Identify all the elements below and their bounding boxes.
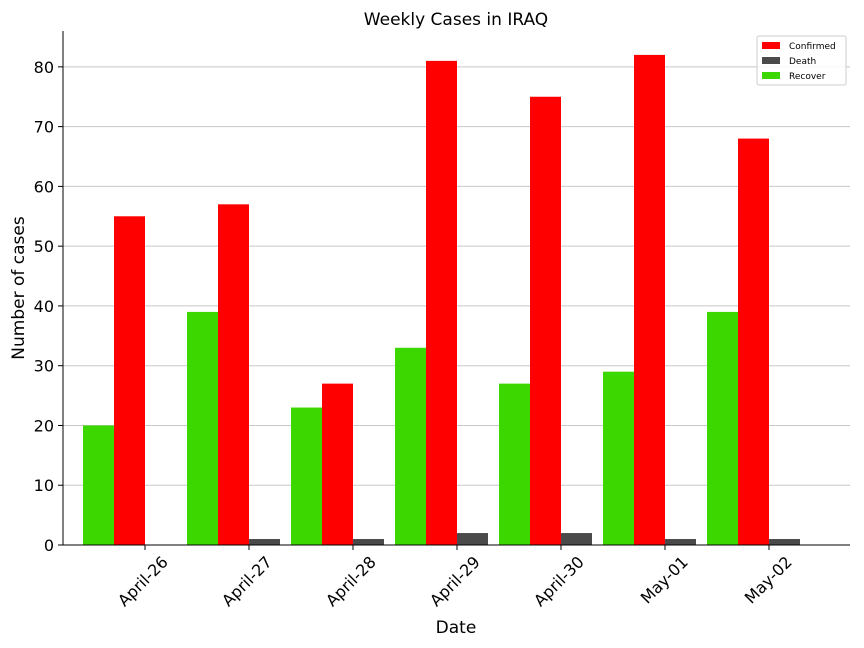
x-axis-title: Date (436, 618, 477, 638)
y-tick-label: 40 (34, 297, 54, 316)
y-tick-label: 60 (34, 177, 54, 196)
legend: Confirmed Death Recover (756, 35, 847, 86)
bar-death-may-02 (769, 539, 800, 545)
y-tick-label: 30 (34, 357, 54, 376)
legend-label-recover: Recover (789, 72, 826, 82)
x-tick-label: April-30 (530, 552, 588, 610)
legend-swatch-recover (762, 72, 780, 79)
x-tick-label: April-27 (218, 552, 276, 610)
bar-confirmed-may-02 (738, 138, 769, 545)
x-tick-label: April-28 (322, 552, 380, 610)
bar-confirmed-april-29 (426, 60, 457, 545)
bar-confirmed-april-26 (114, 216, 145, 546)
bar-recover-april-28 (291, 407, 322, 545)
bar-recover-may-01 (603, 371, 634, 545)
bar-death-may-01 (665, 539, 696, 545)
y-tick-label: 10 (34, 476, 54, 495)
bar-death-april-27 (249, 539, 280, 545)
y-tick-label: 0 (44, 536, 54, 555)
bar-recover-april-27 (187, 311, 218, 545)
x-tick-label: April-26 (114, 552, 172, 610)
y-tick-label: 20 (34, 416, 54, 435)
y-tick-label: 80 (34, 58, 54, 77)
bar-recover-april-30 (499, 383, 530, 545)
y-axis-title: Number of cases (9, 216, 29, 360)
x-tick-label: May-01 (637, 552, 692, 607)
bar-recover-april-29 (395, 347, 426, 545)
chart-title: Weekly Cases in IRAQ (364, 10, 548, 30)
bar-confirmed-may-01 (634, 54, 665, 545)
legend-swatch-confirmed (762, 42, 780, 49)
bar-death-april-28 (353, 539, 384, 545)
legend-label-death: Death (789, 57, 816, 67)
x-tick-label: May-02 (741, 552, 796, 607)
legend-swatch-death (762, 57, 780, 64)
x-tick-label: April-29 (426, 552, 484, 610)
bar-confirmed-april-27 (218, 204, 249, 546)
bar-death-april-29 (457, 533, 488, 545)
y-tick-label: 70 (34, 118, 54, 137)
bar-confirmed-april-30 (530, 96, 561, 545)
y-tick-label: 50 (34, 237, 54, 256)
bar-death-april-30 (561, 533, 592, 545)
bar-confirmed-april-28 (322, 383, 353, 545)
bars (83, 54, 800, 546)
bar-recover-may-02 (707, 311, 738, 545)
bar-recover-april-26 (83, 425, 114, 545)
legend-label-confirmed: Confirmed (789, 42, 836, 52)
